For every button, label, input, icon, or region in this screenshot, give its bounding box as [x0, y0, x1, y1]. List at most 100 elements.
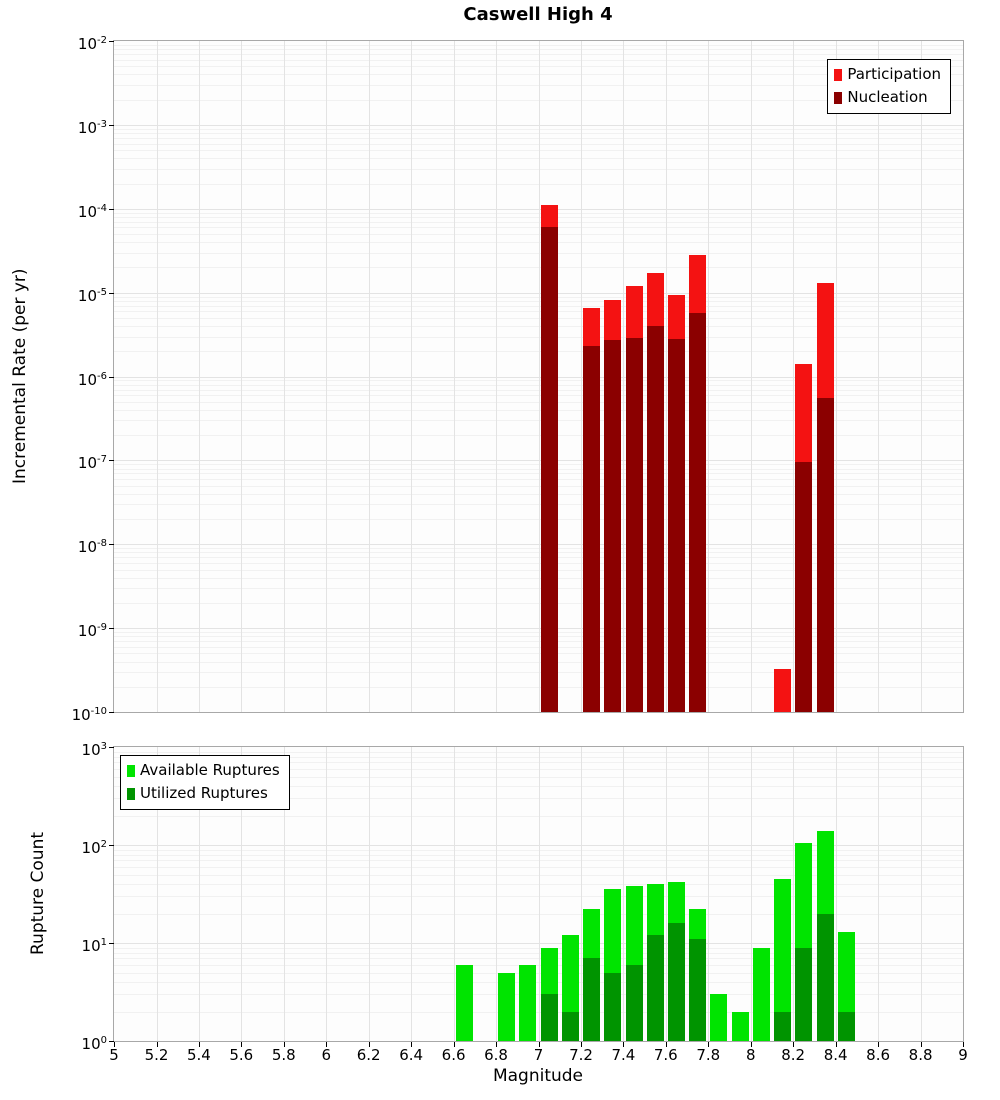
x-tick-label: 8.8: [908, 1046, 933, 1064]
v-gridline: [326, 747, 328, 1041]
nucleation-bar: [583, 346, 601, 712]
x-tick-label: 7.4: [611, 1046, 636, 1064]
x-tick-mark: [411, 1042, 413, 1047]
available-bar: [774, 879, 792, 1041]
v-gridline: [283, 41, 285, 712]
y-tick-mark: [109, 845, 114, 846]
y-tick-label: 103: [81, 741, 107, 759]
y-tick-mark: [109, 292, 114, 294]
v-gridline: [283, 747, 285, 1041]
legend-item-available-ruptures: Available Ruptures: [127, 759, 280, 782]
x-tick-mark: [665, 1042, 667, 1047]
utilized-bar: [604, 972, 622, 1041]
y-tick-label: 100: [81, 1035, 107, 1053]
v-gridline: [708, 747, 710, 1041]
available-bar: [519, 964, 537, 1041]
v-gridline: [623, 41, 625, 712]
nucleation-bar: [604, 340, 622, 712]
y-tick-mark: [109, 124, 114, 126]
available-ruptures-legend-label: Available Ruptures: [140, 761, 280, 779]
v-gridline: [920, 747, 922, 1041]
available-bar: [710, 994, 728, 1041]
nucleation-bar: [689, 312, 707, 712]
v-gridline: [538, 41, 540, 712]
x-tick-mark: [496, 1042, 497, 1047]
x-tick-label: 5: [109, 1046, 119, 1064]
v-gridline: [156, 41, 158, 712]
x-tick-mark: [114, 1042, 115, 1047]
utilized-bar: [816, 913, 834, 1041]
utilized-bar: [540, 994, 558, 1041]
x-tick-mark: [326, 1042, 328, 1047]
v-gridline: [496, 41, 497, 712]
y-tick-mark: [109, 712, 114, 713]
incremental-rate-plot: Participation Nucleation: [113, 40, 964, 713]
nucleation-bar: [646, 326, 664, 712]
v-gridline: [581, 41, 582, 712]
y-tick-label: 102: [81, 839, 107, 857]
y-tick-label: 10-9: [77, 622, 107, 641]
x-tick-mark: [750, 1042, 752, 1047]
v-gridline: [793, 41, 795, 712]
y-tick-mark: [109, 943, 114, 944]
available-ruptures-swatch-icon: [127, 764, 135, 777]
y-tick-mark: [109, 376, 114, 378]
x-tick-label: 8.2: [781, 1046, 806, 1064]
y-tick-mark: [109, 747, 114, 748]
v-gridline: [878, 41, 880, 712]
x-tick-label: 5.2: [144, 1046, 169, 1064]
x-tick-mark: [793, 1042, 795, 1047]
v-gridline: [750, 747, 752, 1041]
participation-swatch-icon: [834, 68, 843, 81]
x-tick-label: 7.8: [696, 1046, 721, 1064]
x-tick-mark: [878, 1042, 880, 1047]
v-gridline: [411, 41, 413, 712]
count-legend: Available Ruptures Utilized Ruptures: [120, 755, 290, 810]
x-tick-mark: [581, 1042, 582, 1047]
x-tick-label: 6.2: [356, 1046, 381, 1064]
v-gridline: [878, 747, 880, 1041]
x-tick-label: 5.4: [186, 1046, 211, 1064]
x-tick-mark: [708, 1042, 710, 1047]
x-tick-mark: [241, 1042, 243, 1047]
y-tick-label: 10-10: [71, 706, 107, 724]
nucleation-bar: [816, 397, 834, 712]
x-tick-label: 9: [958, 1046, 968, 1064]
y-tick-mark: [109, 544, 114, 546]
utilized-ruptures-legend-label: Utilized Ruptures: [140, 784, 268, 803]
x-tick-label: 7.2: [569, 1046, 593, 1064]
v-gridline: [156, 747, 158, 1041]
v-gridline: [623, 747, 625, 1041]
nucleation-bar: [540, 227, 558, 712]
participation-bar: [774, 668, 792, 712]
v-gridline: [835, 41, 837, 712]
x-tick-label: 8: [746, 1046, 756, 1064]
x-tick-mark: [283, 1042, 285, 1047]
utilized-bar: [668, 923, 685, 1041]
v-gridline: [326, 41, 328, 712]
rate-y-axis-label: Incremental Rate (per yr): [10, 268, 30, 484]
legend-item-nucleation: Nucleation: [834, 86, 941, 109]
v-gridline: [496, 747, 497, 1041]
x-tick-label: 8.4: [823, 1046, 848, 1064]
count-y-axis-label: Rupture Count: [28, 831, 48, 956]
utilized-bar: [837, 1011, 855, 1041]
y-tick-label: 10-2: [77, 35, 107, 53]
y-tick-label: 101: [81, 937, 107, 955]
nucleation-legend-label: Nucleation: [847, 88, 928, 107]
x-tick-label: 7: [533, 1046, 544, 1064]
y-tick-label: 10-4: [77, 202, 107, 221]
y-tick-label: 10-3: [77, 118, 107, 137]
v-gridline: [368, 747, 370, 1041]
chart-title: Caswell High 4: [463, 4, 613, 25]
v-gridline: [368, 41, 370, 712]
rate-legend: Participation Nucleation: [827, 59, 951, 114]
x-tick-mark: [198, 1042, 200, 1047]
x-tick-label: 6.6: [441, 1046, 466, 1064]
available-bar: [498, 972, 516, 1041]
y-tick-mark: [109, 41, 114, 42]
x-tick-label: 8.6: [866, 1046, 891, 1064]
utilized-bar: [583, 958, 601, 1041]
x-tick-mark: [538, 1042, 540, 1047]
